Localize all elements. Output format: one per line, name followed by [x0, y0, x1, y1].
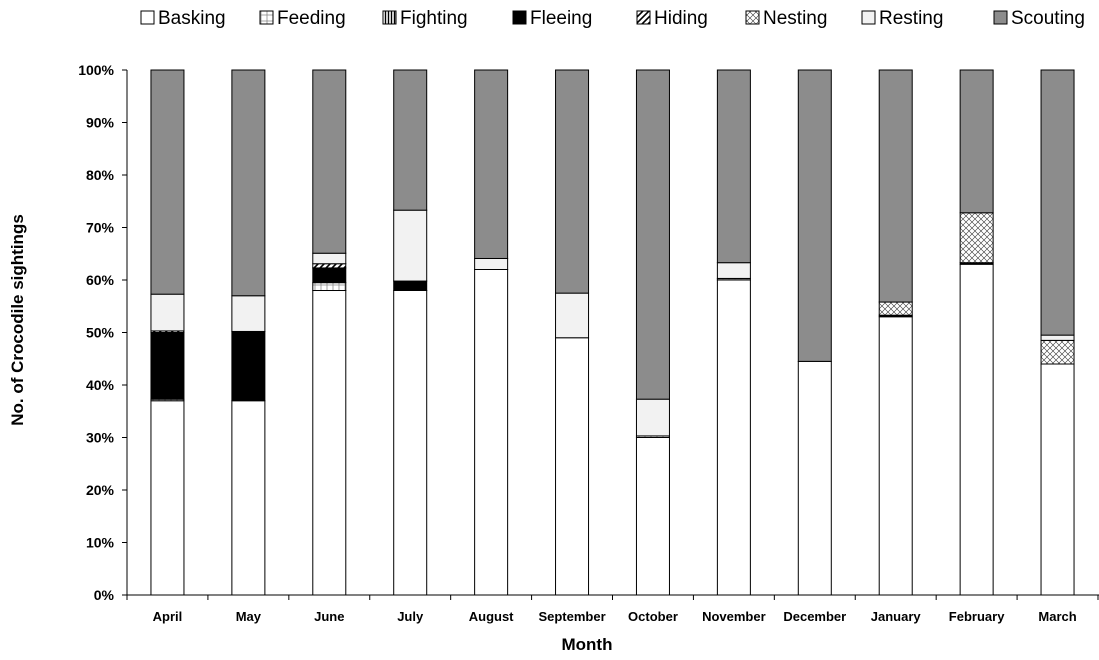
x-tick-label: May: [236, 609, 262, 624]
x-tick-label: August: [469, 609, 514, 624]
x-tick-label: July: [397, 609, 424, 624]
bar-segment-fleeing-june: [312, 267, 347, 284]
bar-segment-fleeing-may: [231, 330, 266, 402]
bar-segment-resting-march: [1040, 334, 1075, 341]
bar-segment-resting-october: [635, 398, 670, 437]
x-tick-label: December: [783, 609, 846, 624]
legend-label: Fleeing: [530, 8, 592, 29]
x-axis-title: Month: [562, 635, 613, 654]
y-tick-label: 20%: [86, 482, 115, 498]
bar-segment-scouting-april: [150, 69, 185, 295]
legend-label: Scouting: [1011, 8, 1085, 29]
legend-item-basking: Basking: [140, 8, 226, 29]
x-tick-label: November: [702, 609, 766, 624]
legend: Basking Feeding Fighting Fleeing Hiding Nesti…: [140, 8, 1085, 29]
legend-item-resting: Resting: [861, 8, 943, 29]
legend-swatch: [745, 10, 760, 25]
bar-segment-scouting-may: [231, 69, 266, 297]
legend-swatch: [382, 10, 397, 25]
legend-swatch: [512, 10, 527, 25]
y-tick-label: 70%: [86, 220, 115, 236]
bar-segment-basking-april: [150, 400, 185, 596]
bar-segment-hiding-june: [312, 263, 347, 269]
y-tick-label: 100%: [78, 62, 114, 78]
bar-segment-fleeing-april: [150, 332, 185, 400]
bar-segment-nesting-january: [878, 301, 913, 316]
x-tick-label: January: [871, 609, 922, 624]
legend-item-hiding: Hiding: [636, 8, 708, 29]
legend-item-feeding: Feeding: [259, 8, 346, 29]
bar-segment-basking-july: [393, 290, 428, 596]
bar-segment-basking-march: [1040, 363, 1075, 596]
bar-segment-scouting-september: [555, 69, 590, 294]
x-tick-label: September: [538, 609, 605, 624]
x-tick-label: April: [153, 609, 183, 624]
bar-segment-nesting-march: [1040, 339, 1075, 365]
bar-segment-feeding-june: [312, 282, 347, 292]
x-tick-label: February: [949, 609, 1005, 624]
legend-swatch: [861, 10, 876, 25]
bar-segment-basking-august: [474, 269, 509, 596]
bar-segment-basking-december: [797, 360, 832, 596]
bar-segment-resting-august: [474, 257, 509, 271]
x-tick-label: June: [314, 609, 344, 624]
legend-swatch: [993, 10, 1008, 25]
bar-segment-basking-october: [635, 437, 670, 596]
legend-item-fleeing: Fleeing: [512, 8, 592, 29]
y-axis-title: No. of Crocodile sightings: [8, 214, 27, 426]
legend-item-fighting: Fighting: [382, 8, 468, 29]
x-tick-label: October: [628, 609, 678, 624]
bar-segment-resting-may: [231, 295, 266, 332]
bars: [150, 69, 1075, 596]
bar-segment-basking-june: [312, 290, 347, 596]
x-tick-label: March: [1038, 609, 1076, 624]
legend-label: Fighting: [400, 8, 468, 29]
legend-label: Basking: [158, 8, 226, 29]
bar-segment-basking-november: [716, 279, 751, 596]
legend-swatch: [140, 10, 155, 25]
y-tick-label: 40%: [86, 377, 115, 393]
legend-item-nesting: Nesting: [745, 8, 827, 29]
legend-label: Hiding: [654, 8, 708, 29]
axes: 0% 10% 20% 30% 40% 50% 60% 70% 80% 90% 100% April Ma…: [78, 62, 1099, 624]
y-tick-label: 50%: [86, 325, 115, 341]
legend-item-scouting: Scouting: [993, 8, 1085, 29]
bar-segment-resting-june: [312, 252, 347, 265]
bar-segment-fleeing-july: [393, 280, 428, 291]
y-tick-label: 0%: [94, 587, 115, 603]
legend-swatch: [259, 10, 274, 25]
bar-segment-nesting-february: [959, 212, 994, 264]
bar-segment-resting-september: [555, 292, 590, 339]
bar-segment-scouting-july: [393, 69, 428, 211]
bar-segment-scouting-march: [1040, 69, 1075, 336]
legend-swatch: [636, 10, 651, 25]
bar-segment-scouting-october: [635, 69, 670, 400]
bar-segment-scouting-january: [878, 69, 913, 303]
y-tick-label: 90%: [86, 115, 115, 131]
bar-segment-scouting-december: [797, 69, 832, 362]
bar-segment-scouting-november: [716, 69, 751, 264]
y-tick-label: 30%: [86, 430, 115, 446]
legend-label: Nesting: [763, 8, 827, 29]
bar-segment-basking-may: [231, 400, 266, 596]
y-tick-label: 60%: [86, 272, 115, 288]
bar-segment-scouting-august: [474, 69, 509, 259]
bar-segment-basking-january: [878, 316, 913, 596]
bar-segment-resting-july: [393, 209, 428, 282]
bar-segment-scouting-february: [959, 69, 994, 214]
y-tick-label: 10%: [86, 535, 115, 551]
legend-label: Resting: [879, 8, 943, 29]
y-tick-label: 80%: [86, 167, 115, 183]
bar-segment-resting-november: [716, 262, 751, 279]
bar-segment-basking-february: [959, 263, 994, 596]
bar-segment-basking-september: [555, 337, 590, 596]
legend-label: Feeding: [277, 8, 346, 29]
bar-segment-scouting-june: [312, 69, 347, 254]
bar-segment-resting-april: [150, 293, 185, 332]
